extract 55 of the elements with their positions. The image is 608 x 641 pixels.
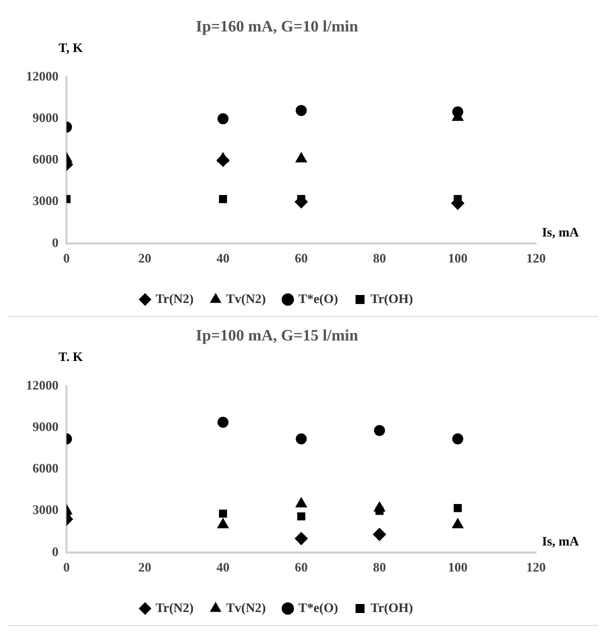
x-tick-label: 20 xyxy=(138,250,152,266)
y-tick-label: 3000 xyxy=(32,193,58,208)
x-axis-title: Is, mA xyxy=(542,533,580,548)
point xyxy=(296,104,307,116)
y-tick-label: 9000 xyxy=(32,419,58,434)
point xyxy=(373,528,386,541)
legend-label: Tv(N2) xyxy=(226,290,266,306)
legend-label: Tr(OH) xyxy=(370,600,413,615)
point xyxy=(217,518,229,528)
point xyxy=(218,195,228,204)
x-tick-label: 0 xyxy=(63,250,70,266)
x-tick-label: 120 xyxy=(526,250,546,266)
point xyxy=(297,512,306,520)
chart-title: Ip=160 mA, G=10 l/min xyxy=(196,18,358,36)
y-tick-label: 6000 xyxy=(32,460,58,476)
y-tick-label: 0 xyxy=(52,544,58,559)
legend-label: T*e(O) xyxy=(298,290,338,306)
point xyxy=(296,433,307,444)
x-tick-label: 0 xyxy=(63,560,70,575)
point xyxy=(454,504,462,512)
legend-label: Tv(N2) xyxy=(226,600,266,615)
y-axis-title: T. K xyxy=(58,349,84,364)
y-tick-label: 12000 xyxy=(26,68,58,84)
y-tick-label: 0 xyxy=(52,234,58,250)
point xyxy=(374,425,385,436)
point xyxy=(218,113,228,124)
y-tick-label: 12000 xyxy=(26,378,58,393)
point xyxy=(452,433,464,444)
x-tick-label: 60 xyxy=(294,560,308,575)
x-tick-label: 80 xyxy=(373,560,386,575)
legend-label: Tr(OH) xyxy=(370,290,413,306)
x-tick-label: 120 xyxy=(526,560,546,575)
legend-label: T*e(O) xyxy=(298,600,338,615)
x-tick-label: 40 xyxy=(216,560,230,575)
x-tick-label: 40 xyxy=(216,250,230,266)
point xyxy=(218,416,228,428)
chart-title: Ip=100 mA, G=15 l/min xyxy=(196,328,358,345)
y-axis-title: T, K xyxy=(58,40,84,56)
y-tick-label: 9000 xyxy=(32,110,58,126)
point xyxy=(296,497,307,508)
x-tick-label: 100 xyxy=(448,250,468,266)
point xyxy=(218,510,228,518)
legend-label: Tr(N2) xyxy=(156,290,194,306)
x-tick-label: 60 xyxy=(294,250,308,266)
legend-label: Tr(N2) xyxy=(156,600,194,615)
point xyxy=(452,518,464,528)
point xyxy=(294,532,308,546)
point xyxy=(216,154,230,167)
x-tick-label: 80 xyxy=(373,250,386,266)
point xyxy=(374,502,386,512)
y-tick-label: 6000 xyxy=(32,152,58,167)
x-axis-title: Is, mA xyxy=(542,224,580,240)
x-tick-label: 100 xyxy=(448,560,468,575)
x-tick-label: 20 xyxy=(138,560,152,575)
y-tick-label: 3000 xyxy=(32,502,58,518)
